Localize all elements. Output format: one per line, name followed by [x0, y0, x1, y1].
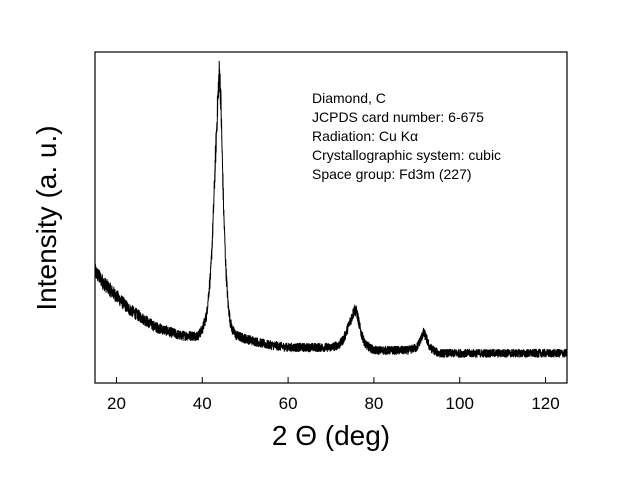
x-tick-label-20: 20: [107, 394, 126, 413]
x-tick-label-60: 60: [279, 394, 298, 413]
annotation-line-1: Diamond, C: [312, 90, 386, 106]
annotation-block: Diamond, C JCPDS card number: 6-675 Radi…: [312, 90, 501, 182]
annotation-line-3: Radiation: Cu Kα: [312, 128, 418, 144]
annotation-line-2: JCPDS card number: 6-675: [312, 109, 484, 125]
annotation-line-5: Space group: Fd3m (227): [312, 166, 472, 182]
x-axis-tick-labels: 20 40 60 80 100 120: [107, 394, 560, 413]
x-tick-label-80: 80: [364, 394, 383, 413]
series-line: [94, 60, 568, 358]
plot-frame: [94, 51, 568, 384]
x-tick-label-120: 120: [531, 394, 559, 413]
x-axis-title: 2 Θ (deg): [272, 420, 390, 451]
annotation-line-4: Crystallographic system: cubic: [312, 147, 501, 163]
x-axis-ticks: [115, 377, 547, 383]
x-tick-label-40: 40: [193, 394, 212, 413]
y-axis-title: Intensity (a. u.): [31, 125, 62, 310]
x-tick-label-100: 100: [446, 394, 474, 413]
